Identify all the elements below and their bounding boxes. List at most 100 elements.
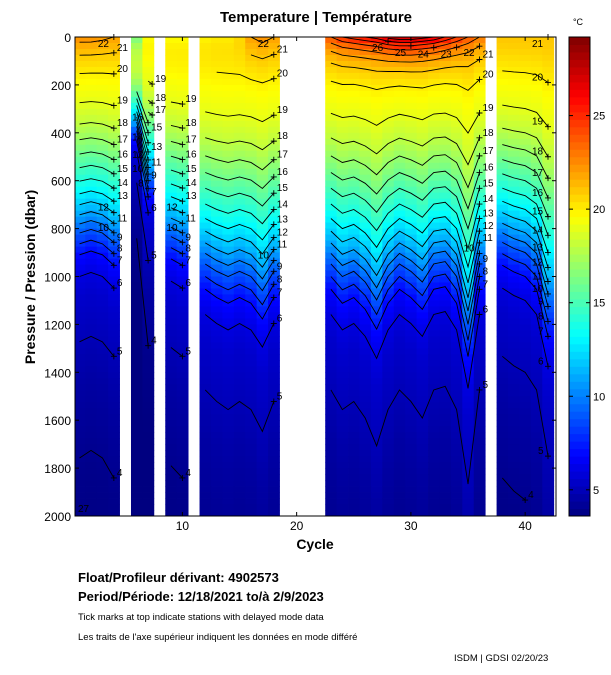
heatmap-cell bbox=[530, 282, 543, 289]
heatmap-cell bbox=[462, 96, 475, 104]
heatmap-cell bbox=[325, 336, 338, 343]
contour-line bbox=[502, 173, 549, 217]
heatmap-cell bbox=[256, 288, 269, 295]
heatmap-cell bbox=[85, 474, 98, 481]
heatmap-cell bbox=[75, 480, 86, 487]
heatmap-cell bbox=[85, 360, 98, 367]
heatmap-cell bbox=[75, 138, 86, 146]
heatmap-cell bbox=[176, 426, 189, 433]
heatmap-cell bbox=[348, 408, 360, 415]
heatmap-cell bbox=[439, 240, 452, 247]
heatmap-cell bbox=[530, 504, 543, 511]
heatmap-cell bbox=[496, 300, 509, 307]
contour-label: 10 bbox=[532, 284, 544, 295]
heatmap-cell bbox=[473, 204, 486, 212]
heatmap-cell bbox=[530, 378, 543, 385]
heatmap-cell bbox=[370, 228, 383, 235]
heatmap-cell bbox=[222, 402, 235, 409]
heatmap-cell bbox=[325, 420, 338, 427]
heatmap-cell bbox=[393, 204, 406, 212]
heatmap-cell bbox=[199, 37, 212, 44]
heatmap-cell bbox=[268, 366, 280, 373]
heatmap-cell bbox=[348, 138, 360, 146]
contour-label: 20 bbox=[532, 72, 544, 83]
heatmap-cell bbox=[416, 210, 429, 218]
heatmap-cell bbox=[108, 402, 120, 409]
heatmap-cell bbox=[233, 426, 246, 433]
heatmap-cell bbox=[233, 162, 246, 170]
heatmap-cell bbox=[176, 444, 189, 451]
heatmap-cell bbox=[336, 60, 349, 68]
heatmap-cell bbox=[428, 48, 440, 56]
heatmap-cell bbox=[416, 456, 429, 463]
heatmap-cell bbox=[199, 384, 212, 391]
heatmap-cell bbox=[325, 288, 338, 295]
heatmap-cell bbox=[165, 234, 178, 241]
colorbar-swatch bbox=[569, 283, 590, 292]
heatmap-cell bbox=[210, 264, 223, 271]
heatmap-cell bbox=[256, 330, 269, 337]
heatmap-cell bbox=[176, 420, 189, 427]
heatmap-cell bbox=[428, 264, 440, 271]
heatmap-cell bbox=[382, 90, 395, 98]
heatmap-cell bbox=[210, 480, 223, 487]
heatmap-cell bbox=[325, 186, 338, 194]
heatmap-cell bbox=[268, 492, 280, 499]
heatmap-cell bbox=[268, 360, 280, 367]
heatmap-cell bbox=[496, 282, 509, 289]
heatmap-cell bbox=[530, 360, 543, 367]
contour-line bbox=[79, 52, 114, 56]
heatmap-cell bbox=[233, 37, 246, 44]
heatmap-cell bbox=[165, 390, 178, 397]
heatmap-cell bbox=[245, 468, 258, 475]
heatmap-cell bbox=[405, 276, 418, 283]
heatmap-cell bbox=[325, 354, 338, 361]
heatmap-cell bbox=[199, 210, 212, 218]
heatmap-cell bbox=[233, 300, 246, 307]
contour-label: 21 bbox=[532, 39, 544, 50]
heatmap-cell bbox=[210, 180, 223, 188]
heatmap-cell bbox=[75, 234, 86, 241]
heatmap-cell bbox=[348, 438, 360, 445]
heatmap-cell bbox=[268, 126, 280, 134]
heatmap-cell bbox=[462, 360, 475, 367]
heatmap-cell bbox=[256, 378, 269, 385]
heatmap-cell bbox=[359, 378, 372, 385]
heatmap-cell bbox=[348, 162, 360, 170]
heatmap-cell bbox=[256, 264, 269, 271]
heatmap-cell bbox=[130, 282, 143, 289]
heatmap-cell bbox=[508, 264, 520, 271]
heatmap-cell bbox=[370, 432, 383, 439]
heatmap-cell bbox=[508, 462, 520, 469]
heatmap-cell bbox=[348, 354, 360, 361]
heatmap-cell bbox=[165, 60, 178, 68]
heatmap-cell bbox=[210, 168, 223, 176]
heatmap-cell bbox=[519, 330, 532, 337]
heatmap-cell bbox=[519, 300, 532, 307]
heatmap-cell bbox=[176, 504, 189, 511]
contour-label-marker bbox=[430, 44, 437, 51]
contour-label: 15 bbox=[117, 164, 129, 175]
heatmap-cell bbox=[176, 330, 189, 337]
heatmap-cell bbox=[462, 312, 475, 319]
heatmap-cell bbox=[325, 366, 338, 373]
heatmap-cell bbox=[450, 444, 463, 451]
contour-label-marker bbox=[270, 294, 277, 301]
contour-line bbox=[136, 126, 149, 175]
heatmap-cell bbox=[416, 510, 429, 517]
heatmap-cell bbox=[439, 186, 452, 194]
note-english: Tick marks at top indicate stations with… bbox=[78, 612, 324, 623]
heatmap-cell bbox=[393, 336, 406, 343]
heatmap-cell bbox=[519, 366, 532, 373]
heatmap-cell bbox=[530, 78, 543, 86]
heatmap-cell bbox=[473, 282, 486, 289]
contour-label: 25 bbox=[395, 48, 407, 59]
contour-line bbox=[79, 250, 115, 266]
contour-label: 5 bbox=[185, 346, 191, 357]
heatmap-cell bbox=[233, 198, 246, 206]
heatmap-cell bbox=[473, 210, 486, 218]
colorbar-swatch bbox=[569, 209, 590, 218]
heatmap-cell bbox=[325, 324, 338, 331]
contour-label-marker bbox=[145, 119, 152, 126]
heatmap-cell bbox=[165, 126, 178, 134]
